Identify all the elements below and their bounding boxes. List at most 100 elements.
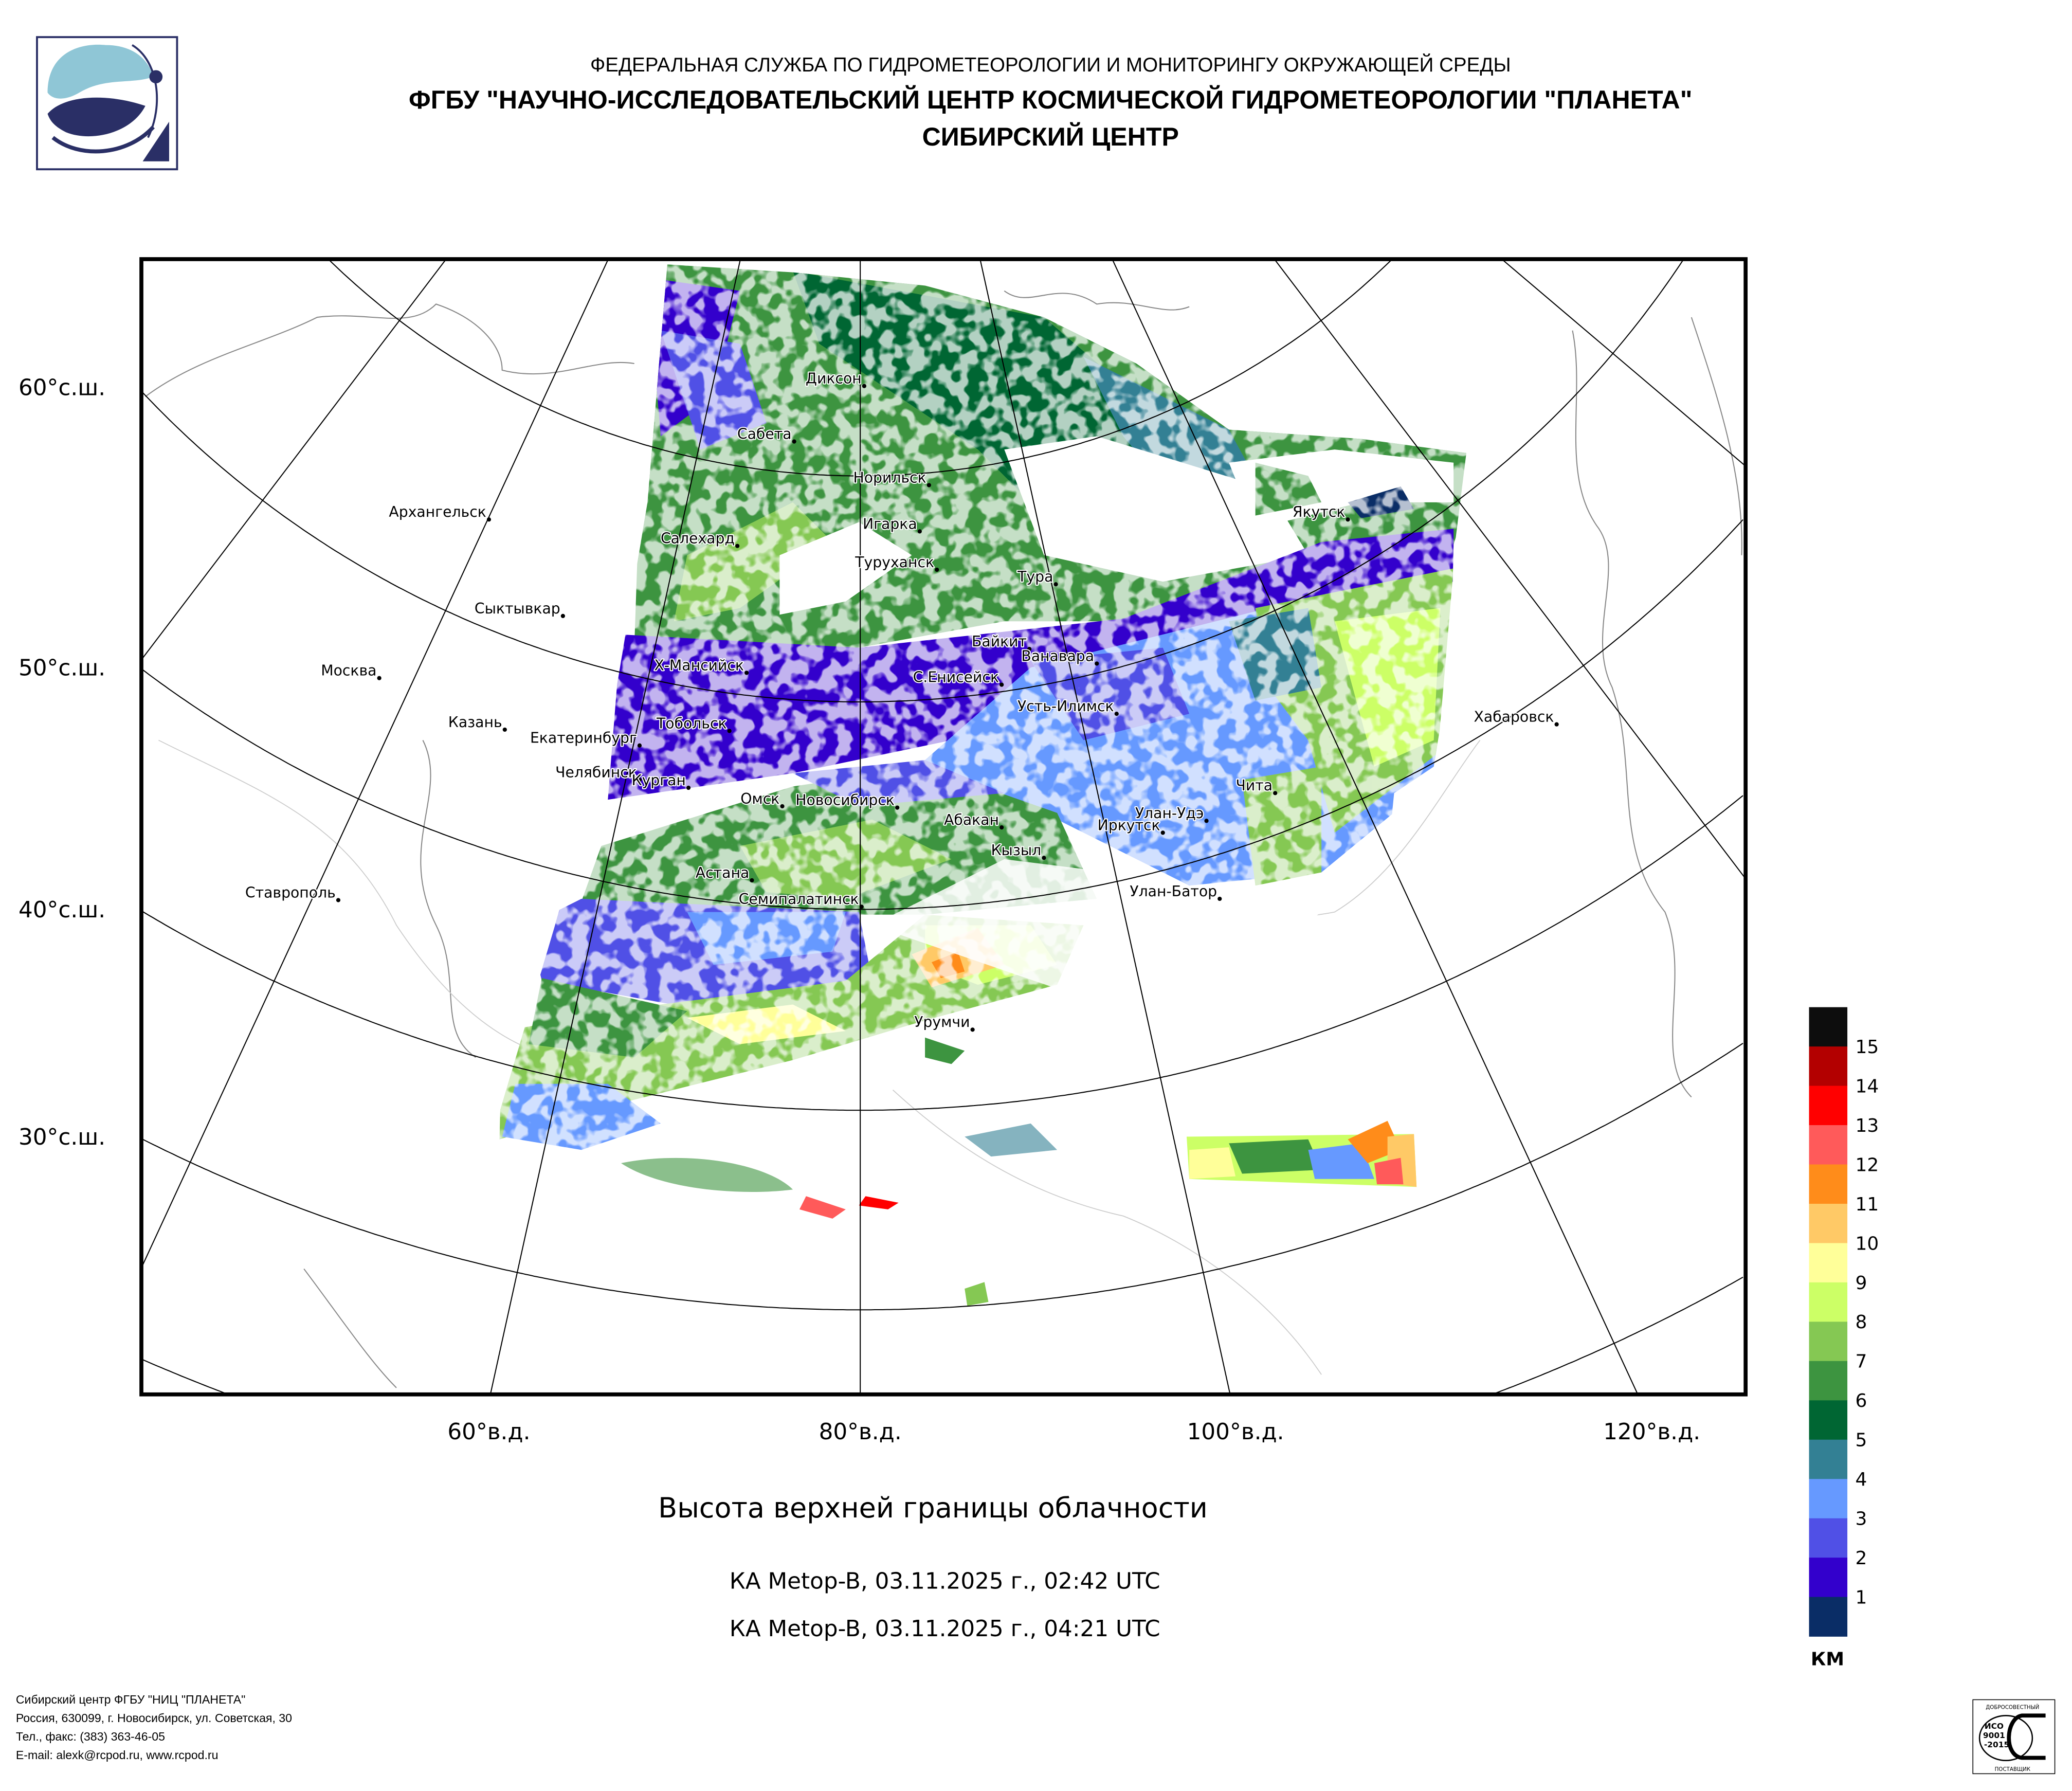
graticule <box>141 259 1746 1395</box>
city-marker: Ставрополь <box>244 883 341 902</box>
city-marker: Диксон <box>805 369 866 388</box>
city-dot <box>970 1027 975 1032</box>
planeta-logo <box>36 36 178 171</box>
header-center: СИБИРСКИЙ ЦЕНТР <box>922 122 1179 151</box>
iso-badge-iso: ИСО <box>1985 1722 2004 1731</box>
city-label: Ванавара <box>1021 647 1094 664</box>
map: Диксон Сабета Норильск Архангельск Салехард И… <box>139 257 1748 1397</box>
latitude-circle-50 <box>141 519 1743 910</box>
legend-tick-label: 1 <box>1855 1587 1867 1608</box>
footer-email: E-mail: alexk@rcpod.ru, www.rcpod.ru <box>16 1748 219 1762</box>
city-dot <box>1273 791 1278 795</box>
cloud-swath-2 <box>1186 1120 1417 1187</box>
city-marker: Сабета <box>736 424 796 444</box>
city-marker: Москва <box>320 661 381 680</box>
header-institute: ФГБУ "НАУЧНО-ИССЛЕДОВАТЕЛЬСКИЙ ЦЕНТР КОС… <box>409 85 1692 114</box>
city-dot <box>1042 856 1046 860</box>
city-label: Улан-Батор <box>1130 883 1217 900</box>
lon-label-60: 60°в.д. <box>447 1419 530 1445</box>
city-dot <box>486 517 492 522</box>
city-marker: Абакан <box>943 810 1004 830</box>
city-marker: Хабаровск <box>1473 707 1559 727</box>
footer-org: Сибирский центр ФГБУ "НИЦ "ПЛАНЕТА" <box>16 1693 246 1706</box>
city-dot <box>780 804 785 809</box>
legend-tick-label: 15 <box>1855 1037 1879 1058</box>
legend-tick-label: 12 <box>1855 1154 1879 1175</box>
legend-swatch <box>1809 1400 1848 1440</box>
lat-label-40: 40°с.ш. <box>19 897 105 923</box>
city-dot <box>377 676 381 680</box>
city-label: Кызыл <box>991 842 1041 859</box>
latitude-circle-70 <box>328 259 1393 477</box>
city-label: Хабаровск <box>1474 709 1554 726</box>
legend-swatch <box>1809 1439 1848 1479</box>
city-marker: Архангельск <box>388 502 492 522</box>
city-label: Байкит <box>972 633 1027 650</box>
lat-label-60: 60°с.ш. <box>19 375 105 401</box>
city-marker: Улан-Батор <box>1129 882 1222 901</box>
pass-info-1: КА Metop-B, 03.11.2025 г., 02:42 UTC <box>730 1568 1160 1595</box>
meridian-60 <box>489 259 741 1395</box>
city-label: Норильск <box>853 469 926 486</box>
latitude-circle-40 <box>141 795 1743 1111</box>
city-label: Омск <box>740 790 779 807</box>
legend-tick-label: 8 <box>1855 1312 1867 1333</box>
city-marker: Кызыл <box>990 841 1046 860</box>
city-label: Сыктывкар <box>475 600 560 617</box>
city-dot <box>686 785 691 790</box>
city-dot <box>935 567 939 572</box>
city-marker: Курган <box>630 771 691 790</box>
city-marker: Казань <box>447 713 507 732</box>
city-dot <box>637 777 642 782</box>
city-label: Москва <box>321 662 376 679</box>
meridian-160 <box>1501 259 1746 467</box>
city-marker: Омск <box>739 789 785 809</box>
header-agency: ФЕДЕРАЛЬНАЯ СЛУЖБА ПО ГИДРОМЕТЕОРОЛОГИИ … <box>590 53 1511 76</box>
legend-swatch <box>1809 1125 1848 1165</box>
legend-swatch <box>1809 1597 1848 1637</box>
city-marker: Иркутск <box>1097 816 1165 835</box>
city-marker: Новосибирск <box>794 790 900 810</box>
city-marker: Игарка <box>862 514 922 534</box>
city-label: С.Енисейск <box>913 668 999 685</box>
city-dot <box>1346 517 1350 522</box>
city-label: Семипалатинск <box>739 891 859 908</box>
city-marker: Байкит <box>971 632 1032 652</box>
city-marker: Тобольск <box>655 714 732 733</box>
legend-swatch <box>1809 1046 1848 1087</box>
legend-swatch <box>1809 1203 1848 1244</box>
city-label: Сабета <box>737 426 792 443</box>
legend-tick-label: 7 <box>1855 1351 1867 1372</box>
coastlines <box>145 290 1742 1388</box>
latitude-circle-60 <box>141 259 1684 703</box>
color-legend: 15 14 13 12 11 10 9 8 7 6 5 4 3 2 1 <box>1809 1007 1879 1637</box>
city-label: Абакан <box>944 811 999 828</box>
legend-tick-label: 2 <box>1855 1548 1867 1569</box>
meridian-20 <box>141 259 447 660</box>
city-dot <box>1160 830 1165 835</box>
city-marker: Урумчи <box>913 1012 975 1032</box>
legend-tick-label: 6 <box>1855 1390 1867 1412</box>
city-dot <box>502 727 507 732</box>
city-label: Архангельск <box>389 503 486 520</box>
city-dot <box>917 529 922 534</box>
legend-tick-label: 10 <box>1855 1233 1879 1254</box>
city-dot <box>1114 711 1119 716</box>
city-marker: Екатеринбург <box>529 729 642 748</box>
city-label: Тобольск <box>656 715 727 732</box>
city-dot <box>1027 647 1032 652</box>
city-label: Улан-Удэ <box>1135 805 1204 822</box>
chart-title: Высота верхней границы облачности <box>658 1492 1208 1524</box>
iso-badge-number: 9001 <box>1983 1731 2005 1740</box>
city-marker: Усть-Илимск <box>1016 697 1119 716</box>
legend-tick-label: 5 <box>1855 1430 1867 1451</box>
city-label: Астана <box>696 864 749 881</box>
meridian-140 <box>1274 259 1746 879</box>
city-marker: Х-Мансийск <box>653 656 749 675</box>
city-label: Ставрополь <box>245 884 336 901</box>
latitude-circle-20 <box>141 1276 1743 1395</box>
legend-swatch <box>1809 1164 1848 1204</box>
pass-info-2: КА Metop-B, 03.11.2025 г., 04:21 UTC <box>730 1616 1160 1642</box>
city-dot <box>999 825 1004 830</box>
